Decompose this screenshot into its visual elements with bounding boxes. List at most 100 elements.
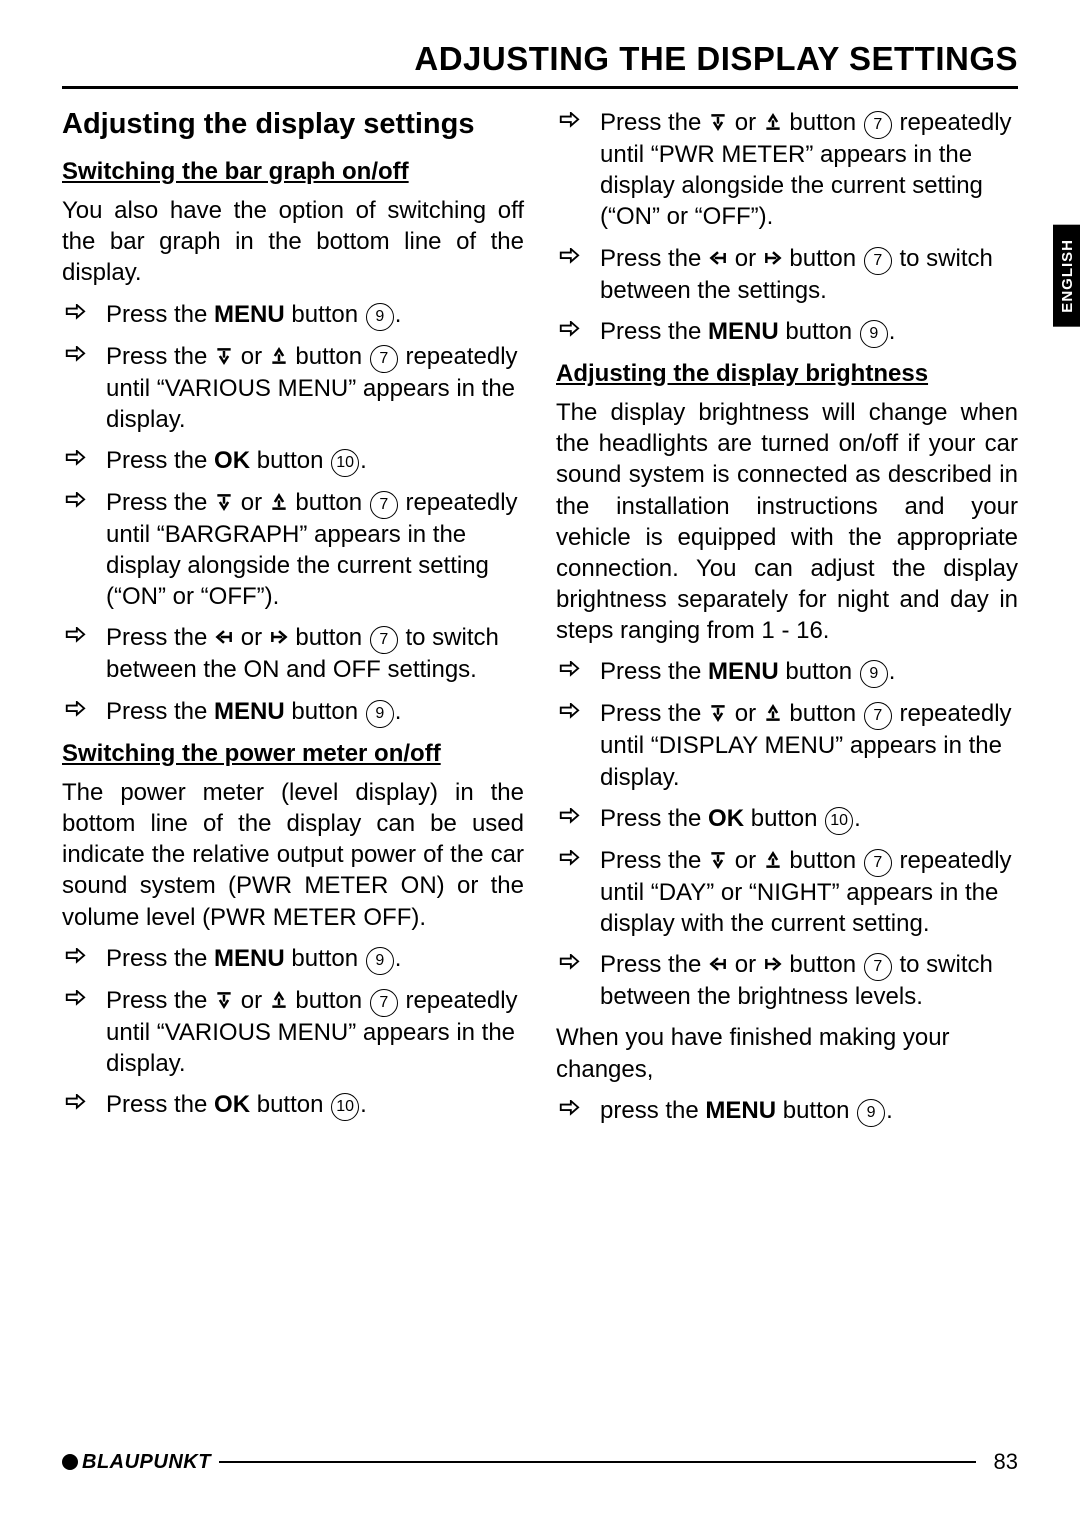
step-item: Press the or button 7 repeatedly until “… [556,107,1018,233]
page-header: ADJUSTING THE DISPLAY SETTINGS [62,40,1018,89]
up-icon [763,700,783,720]
step-item: Press the MENU button 9. [62,299,524,331]
down-icon [708,700,728,720]
step-item: Press the MENU button 9. [62,696,524,728]
step-arrow-icon [62,1089,106,1120]
page-number: 83 [984,1449,1018,1475]
step-arrow-icon [62,299,106,330]
down-icon [708,847,728,867]
step-text: Press the MENU button 9. [106,299,524,331]
step-item: Press the MENU button 9. [556,656,1018,688]
step-arrow-icon [62,341,106,372]
ref-10: 10 [331,1093,359,1121]
step-text: Press the OK button 10. [106,445,524,477]
right-icon [763,951,783,971]
two-column-layout: Adjusting the display settings Switching… [62,107,1018,1137]
paragraph: The power meter (level display) in the b… [62,777,524,933]
step-arrow-icon [62,943,106,974]
right-icon [763,245,783,265]
step-text: Press the MENU button 9. [106,943,524,975]
step-item: Press the or button 7 to switch between … [556,243,1018,306]
step-item: Press the or button 7 repeatedly until “… [62,985,524,1079]
ref-7: 7 [864,702,892,730]
step-arrow-icon [556,845,600,876]
down-icon [708,109,728,129]
step-item: Press the or button 7 repeatedly until “… [62,487,524,613]
left-icon [214,624,234,644]
step-text: press the MENU button 9. [600,1095,1018,1127]
step-text: Press the MENU button 9. [600,316,1018,348]
step-arrow-icon [556,949,600,980]
left-icon [708,245,728,265]
brand-dot-icon [62,1454,78,1470]
step-item: Press the or button 7 to switch between … [62,622,524,685]
step-text: Press the MENU button 9. [106,696,524,728]
down-icon [214,987,234,1007]
right-icon [269,624,289,644]
ref-7: 7 [864,849,892,877]
subheading-powermeter: Switching the power meter on/off [62,738,524,769]
step-text: Press the OK button 10. [106,1089,524,1121]
ref-10: 10 [825,807,853,835]
paragraph: When you have finished making your chang… [556,1022,1018,1084]
ref-7: 7 [864,247,892,275]
ref-7: 7 [864,953,892,981]
step-arrow-icon [556,243,600,274]
up-icon [269,343,289,363]
step-arrow-icon [556,656,600,687]
step-text: Press the or button 7 repeatedly until “… [600,845,1018,939]
ref-7: 7 [370,345,398,373]
step-text: Press the or button 7 repeatedly until “… [600,698,1018,792]
step-item: Press the MENU button 9. [556,316,1018,348]
subheading-brightness: Adjusting the display brightness [556,358,1018,389]
step-arrow-icon [62,487,106,518]
up-icon [763,109,783,129]
step-arrow-icon [556,803,600,834]
brand-logo: BLAUPUNKT [62,1451,211,1474]
section-title: Adjusting the display settings [62,107,524,142]
step-text: Press the OK button 10. [600,803,1018,835]
ref-9: 9 [860,660,888,688]
up-icon [269,987,289,1007]
step-item: press the MENU button 9. [556,1095,1018,1127]
manual-page: ADJUSTING THE DISPLAY SETTINGS ENGLISH A… [0,0,1080,1525]
left-icon [708,951,728,971]
step-text: Press the or button 7 repeatedly until “… [106,985,524,1079]
down-icon [214,489,234,509]
step-text: Press the or button 7 to switch between … [600,949,1018,1012]
down-icon [214,343,234,363]
step-arrow-icon [556,698,600,729]
ref-7: 7 [864,111,892,139]
step-item: Press the MENU button 9. [62,943,524,975]
left-column: Adjusting the display settings Switching… [62,107,524,1137]
step-item: Press the OK button 10. [62,1089,524,1121]
step-arrow-icon [62,985,106,1016]
step-arrow-icon [62,445,106,476]
step-item: Press the or button 7 repeatedly until “… [556,698,1018,792]
ref-9: 9 [857,1099,885,1127]
ref-10: 10 [331,449,359,477]
brand-text: BLAUPUNKT [82,1451,211,1474]
ref-9: 9 [366,947,394,975]
ref-7: 7 [370,491,398,519]
step-item: Press the OK button 10. [556,803,1018,835]
ref-9: 9 [366,303,394,331]
step-text: Press the MENU button 9. [600,656,1018,688]
paragraph: You also have the option of switching of… [62,195,524,289]
step-arrow-icon [556,107,600,138]
ref-9: 9 [860,320,888,348]
step-text: Press the or button 7 to switch between … [106,622,524,685]
step-text: Press the or button 7 repeatedly until “… [600,107,1018,233]
ref-7: 7 [370,989,398,1017]
right-column: Press the or button 7 repeatedly until “… [556,107,1018,1137]
up-icon [269,489,289,509]
step-arrow-icon [62,696,106,727]
step-text: Press the or button 7 repeatedly until “… [106,341,524,435]
step-item: Press the or button 7 repeatedly until “… [62,341,524,435]
step-item: Press the or button 7 to switch between … [556,949,1018,1012]
step-text: Press the or button 7 to switch between … [600,243,1018,306]
step-arrow-icon [556,316,600,347]
ref-7: 7 [370,626,398,654]
step-arrow-icon [62,622,106,653]
ref-9: 9 [366,700,394,728]
